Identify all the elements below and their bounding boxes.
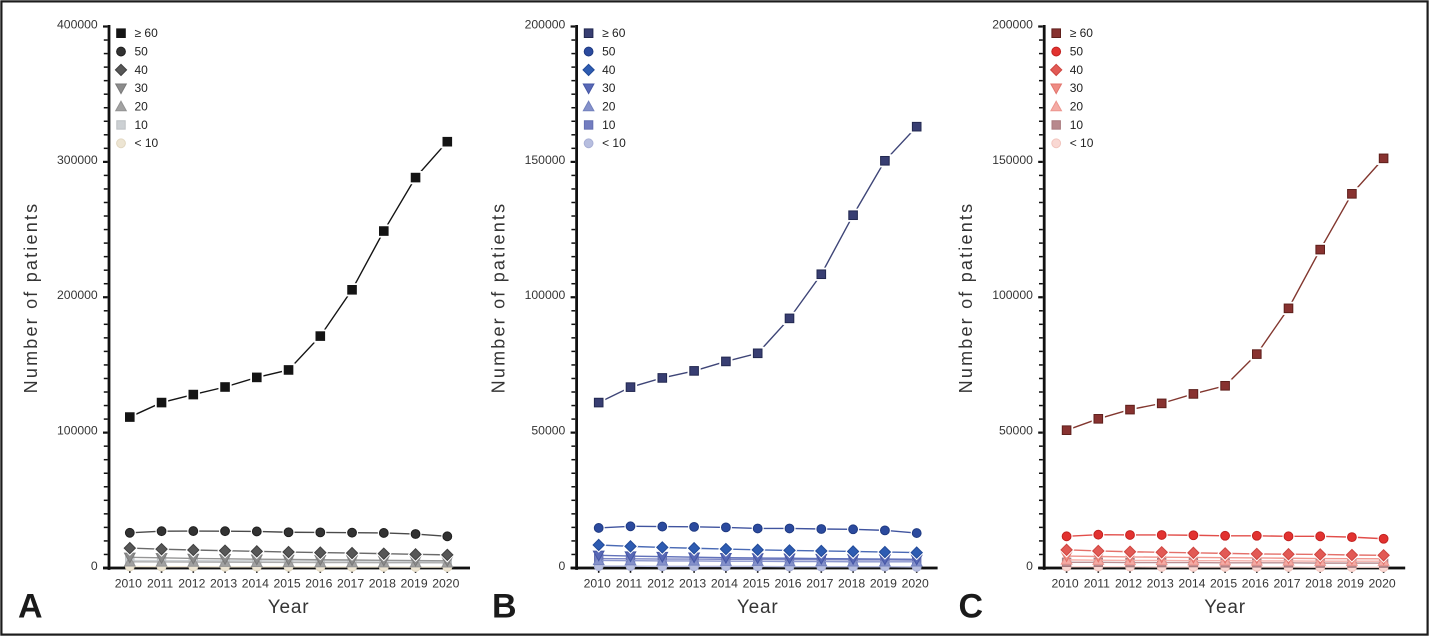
svg-text:2020: 2020 — [1369, 576, 1396, 590]
svg-text:2012: 2012 — [647, 576, 674, 590]
svg-text:400000: 400000 — [57, 17, 98, 31]
svg-text:200000: 200000 — [992, 17, 1033, 31]
svg-text:2018: 2018 — [369, 576, 396, 590]
svg-text:C: C — [959, 588, 984, 626]
svg-text:2016: 2016 — [305, 576, 332, 590]
svg-text:0: 0 — [559, 559, 566, 573]
svg-text:2013: 2013 — [679, 576, 706, 590]
svg-text:2017: 2017 — [1273, 576, 1300, 590]
svg-text:Number of patients: Number of patients — [956, 202, 976, 394]
svg-text:A: A — [18, 588, 43, 626]
svg-text:2017: 2017 — [806, 576, 833, 590]
svg-text:10: 10 — [1070, 118, 1084, 132]
svg-text:40: 40 — [602, 63, 616, 77]
svg-text:2013: 2013 — [210, 576, 237, 590]
svg-text:2012: 2012 — [1115, 576, 1142, 590]
svg-text:50: 50 — [1070, 44, 1084, 58]
svg-text:150000: 150000 — [992, 153, 1033, 167]
svg-text:≥ 60: ≥ 60 — [135, 26, 159, 40]
svg-text:2019: 2019 — [400, 576, 427, 590]
svg-text:20: 20 — [602, 100, 616, 114]
svg-text:2011: 2011 — [1084, 576, 1110, 590]
svg-text:50: 50 — [135, 44, 149, 58]
svg-text:2013: 2013 — [1147, 576, 1174, 590]
svg-text:30: 30 — [602, 81, 616, 95]
svg-text:0: 0 — [91, 559, 98, 573]
svg-text:Year: Year — [737, 597, 779, 618]
svg-text:50000: 50000 — [531, 424, 565, 438]
svg-text:2018: 2018 — [1305, 576, 1332, 590]
svg-text:0: 0 — [1026, 559, 1033, 573]
svg-text:30: 30 — [1070, 81, 1084, 95]
svg-text:2012: 2012 — [178, 576, 205, 590]
svg-text:Year: Year — [268, 597, 310, 618]
svg-text:2018: 2018 — [838, 576, 865, 590]
svg-text:B: B — [492, 588, 517, 626]
svg-text:200000: 200000 — [57, 288, 98, 302]
svg-text:≥ 60: ≥ 60 — [602, 26, 626, 40]
svg-text:Year: Year — [1204, 597, 1246, 618]
svg-text:2014: 2014 — [1178, 576, 1205, 590]
svg-text:200000: 200000 — [525, 17, 566, 31]
svg-text:2015: 2015 — [1210, 576, 1237, 590]
svg-text:10: 10 — [602, 118, 616, 132]
svg-text:2011: 2011 — [616, 576, 642, 590]
svg-text:30: 30 — [135, 81, 149, 95]
svg-text:2010: 2010 — [1052, 576, 1079, 590]
svg-text:2014: 2014 — [711, 576, 738, 590]
svg-text:300000: 300000 — [57, 153, 98, 167]
svg-text:< 10: < 10 — [602, 136, 626, 150]
svg-text:100000: 100000 — [57, 424, 98, 438]
svg-text:2020: 2020 — [902, 576, 929, 590]
svg-text:40: 40 — [1070, 63, 1084, 77]
svg-text:2010: 2010 — [584, 576, 611, 590]
svg-text:2015: 2015 — [743, 576, 770, 590]
svg-text:2019: 2019 — [1337, 576, 1364, 590]
svg-text:40: 40 — [135, 63, 149, 77]
svg-text:150000: 150000 — [525, 153, 566, 167]
svg-text:100000: 100000 — [992, 288, 1033, 302]
svg-text:20: 20 — [135, 100, 149, 114]
svg-text:2016: 2016 — [774, 576, 801, 590]
svg-text:Number of patients: Number of patients — [21, 202, 41, 394]
svg-text:2011: 2011 — [147, 576, 173, 590]
svg-text:2014: 2014 — [242, 576, 269, 590]
svg-text:100000: 100000 — [525, 288, 566, 302]
svg-text:2020: 2020 — [432, 576, 459, 590]
svg-text:≥ 60: ≥ 60 — [1070, 26, 1094, 40]
svg-text:20: 20 — [1070, 100, 1084, 114]
svg-text:2016: 2016 — [1242, 576, 1269, 590]
svg-text:2010: 2010 — [115, 576, 142, 590]
svg-text:2015: 2015 — [273, 576, 300, 590]
svg-text:2019: 2019 — [870, 576, 897, 590]
svg-text:50: 50 — [602, 44, 616, 58]
svg-text:< 10: < 10 — [135, 136, 159, 150]
svg-text:2017: 2017 — [337, 576, 364, 590]
svg-text:10: 10 — [135, 118, 149, 132]
svg-text:Number of patients: Number of patients — [489, 202, 509, 394]
svg-text:< 10: < 10 — [1070, 136, 1094, 150]
svg-text:50000: 50000 — [999, 424, 1033, 438]
